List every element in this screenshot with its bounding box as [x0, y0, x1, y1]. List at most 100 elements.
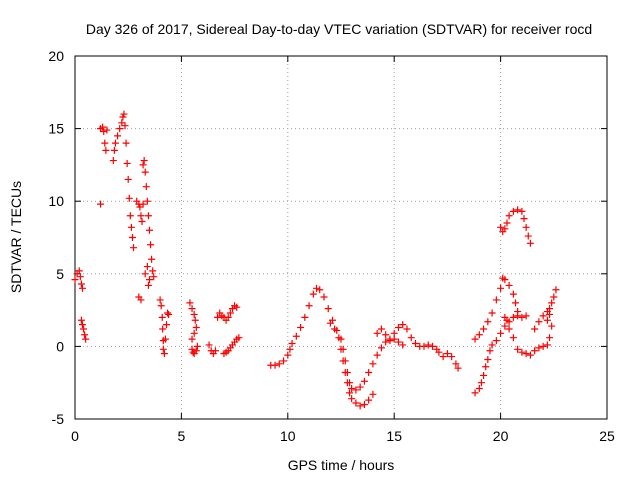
data-point-marker [75, 267, 83, 275]
series-sat-l [267, 284, 407, 394]
data-point-marker [480, 325, 488, 333]
x-tick-label: 0 [71, 428, 79, 444]
data-point-marker [394, 338, 402, 346]
data-point-marker [399, 321, 407, 329]
data-point-marker [101, 139, 109, 147]
data-point-marker [531, 325, 539, 333]
data-point-marker [348, 385, 356, 393]
data-point-marker [543, 341, 551, 349]
data-point-marker [377, 344, 385, 352]
data-point-marker [471, 335, 479, 343]
data-point-marker [520, 215, 528, 223]
data-point-marker [411, 339, 419, 347]
series-sat-j [214, 302, 241, 324]
data-point-marker [76, 273, 84, 281]
data-point-marker [158, 313, 166, 321]
data-point-marker [531, 347, 539, 355]
data-point-marker [352, 399, 360, 407]
data-point-marker [80, 325, 88, 333]
data-point-marker [471, 389, 479, 397]
data-point-marker [369, 390, 377, 398]
data-point-marker [514, 345, 522, 353]
data-point-marker [150, 273, 158, 281]
series-sat-h [186, 299, 201, 358]
data-point-marker [235, 334, 243, 342]
data-point-marker [514, 308, 522, 316]
data-point-marker [539, 342, 547, 350]
data-point-marker [369, 360, 377, 368]
data-point-marker [509, 334, 517, 342]
data-point-marker [82, 335, 90, 343]
data-point-marker [365, 396, 373, 404]
data-point-marker [373, 351, 381, 359]
data-point-marker [140, 157, 148, 165]
y-tick-label: -5 [52, 411, 65, 427]
data-point-marker [324, 305, 332, 313]
data-point-marker [352, 386, 360, 394]
data-point-marker [346, 389, 354, 397]
data-point-marker [109, 157, 117, 165]
data-point-marker [280, 357, 288, 365]
x-tick-label: 15 [386, 428, 402, 444]
series-sat-g [156, 296, 173, 358]
data-point-marker [139, 161, 147, 169]
data-point-marker [148, 255, 156, 263]
data-point-marker [526, 239, 534, 247]
series-sat-k [220, 334, 243, 358]
data-point-marker [477, 379, 485, 387]
data-point-marker [435, 348, 443, 356]
data-point-marker [190, 310, 198, 318]
data-point-marker [160, 350, 168, 358]
series-sat-p [471, 312, 530, 397]
data-point-marker [552, 286, 560, 294]
data-point-marker [124, 175, 132, 183]
data-point-marker [97, 200, 105, 208]
data-point-marker [492, 296, 500, 304]
data-point-marker [535, 318, 543, 326]
data-point-marker [443, 350, 451, 358]
y-tick-label: 5 [56, 266, 64, 282]
data-point-marker [309, 290, 317, 298]
data-point-marker [297, 324, 305, 332]
data-points [71, 110, 560, 410]
data-point-marker [103, 126, 111, 134]
data-point-marker [390, 329, 398, 337]
series-sat-a [71, 267, 86, 292]
y-axis-label: SDTVAR / TECUs [8, 181, 24, 293]
data-point-marker [271, 361, 279, 369]
x-tick-label: 20 [493, 428, 509, 444]
data-point-marker [192, 324, 200, 332]
data-point-marker [137, 212, 145, 220]
series-sat-e [133, 197, 147, 304]
data-point-marker [509, 207, 517, 215]
x-axis-label: GPS time / hours [288, 457, 395, 473]
data-point-marker [211, 347, 219, 355]
data-point-marker [331, 325, 339, 333]
data-point-marker [144, 212, 152, 220]
data-point-marker [163, 321, 171, 329]
data-point-marker [522, 350, 530, 358]
x-tick-label: 25 [599, 428, 615, 444]
data-point-marker [145, 276, 153, 284]
data-point-marker [111, 139, 119, 147]
data-point-marker [356, 402, 364, 410]
data-point-marker [382, 331, 390, 339]
data-point-marker [188, 335, 196, 343]
data-point-marker [497, 329, 505, 337]
series-sat-d [109, 110, 138, 252]
data-point-marker [439, 353, 447, 361]
data-point-marker [288, 339, 296, 347]
data-point-marker [548, 299, 556, 307]
series-sat-r [497, 206, 534, 247]
data-point-marker [316, 286, 324, 294]
data-point-marker [192, 347, 200, 355]
data-point-marker [539, 312, 547, 320]
data-point-marker [137, 296, 145, 304]
series-sat-c [97, 123, 111, 208]
data-point-marker [141, 270, 149, 278]
data-point-marker [399, 341, 407, 349]
data-point-marker [149, 267, 157, 275]
data-point-marker [482, 363, 490, 371]
y-tick-label: 0 [56, 338, 64, 354]
data-point-marker [341, 369, 349, 377]
